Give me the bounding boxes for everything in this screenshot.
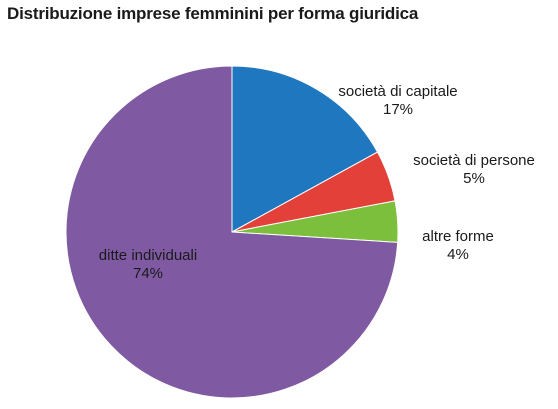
slice-value-label: 74%	[133, 265, 163, 282]
slice-category-label: società di persone	[413, 152, 535, 169]
slice-category-label: società di capitale	[338, 83, 457, 100]
slice-value-label: 17%	[383, 101, 413, 118]
chart-title: Distribuzione imprese femminini per form…	[7, 4, 419, 23]
slice-category-label: altre forme	[422, 228, 494, 245]
slice-value-label: 5%	[463, 170, 485, 187]
pie-slices	[65, 65, 399, 399]
pie-slice-1	[231, 65, 379, 233]
slice-category-label: ditte individuali	[99, 247, 197, 264]
slice-value-label: 4%	[447, 246, 469, 263]
pie-slice-4	[65, 65, 399, 399]
